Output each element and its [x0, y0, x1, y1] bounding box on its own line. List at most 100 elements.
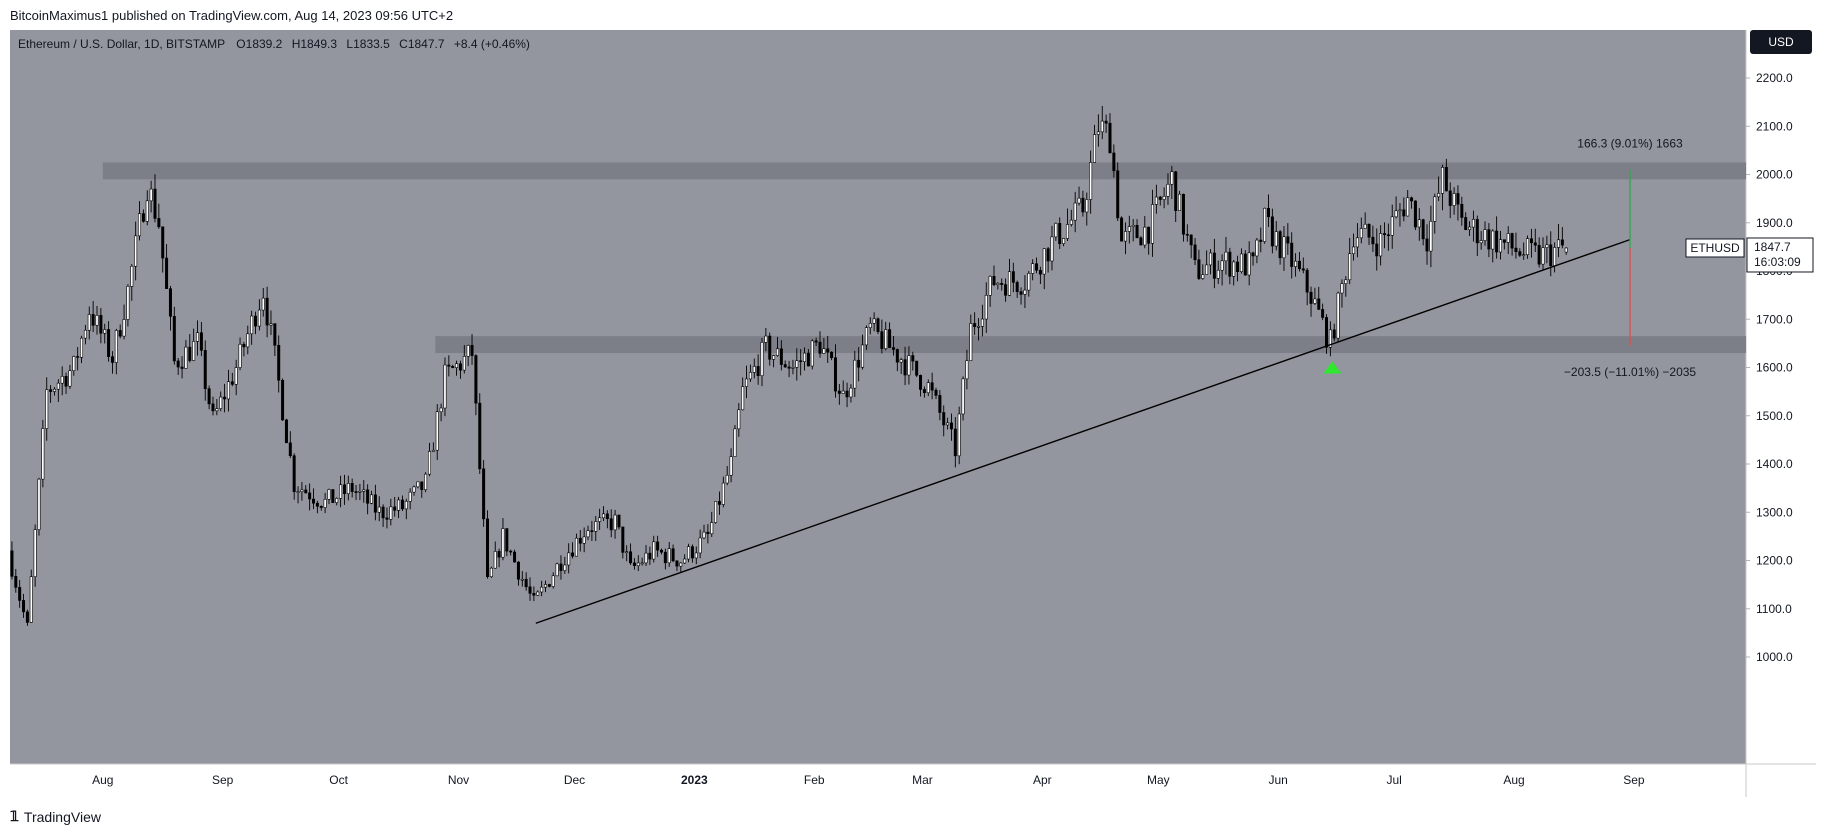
candle-body-up: [1398, 209, 1402, 212]
candle-body-down: [922, 389, 926, 394]
candle-body-up: [694, 552, 698, 559]
ascending-trendline[interactable]: [535, 238, 1631, 624]
candle: [1413, 200, 1417, 231]
candle-body-up: [1247, 252, 1251, 276]
candle-body-up: [87, 314, 91, 331]
candle-body-up: [725, 474, 729, 484]
candle-body-up: [540, 586, 544, 593]
candle-body-down: [22, 600, 26, 613]
candle-body-up: [145, 200, 149, 222]
candle: [22, 593, 26, 618]
currency-button-label[interactable]: USD: [1768, 35, 1794, 49]
candle-body-down: [478, 402, 482, 470]
candle: [323, 492, 327, 514]
candle-body-down: [663, 551, 667, 564]
candle: [145, 190, 149, 226]
candle: [455, 360, 459, 376]
candle: [895, 348, 899, 372]
candle-body-up: [698, 537, 702, 554]
candle-body-down: [312, 498, 316, 504]
horizontal-zone-1[interactable]: [102, 162, 1747, 180]
candle-body-up: [795, 360, 799, 368]
candle: [72, 355, 76, 376]
candle-body-down: [1444, 167, 1448, 192]
candle-body-up: [772, 355, 776, 360]
y-tick-label: 2200.0: [1756, 71, 1793, 85]
candle-body-up: [130, 265, 134, 287]
candle-body-up: [1564, 247, 1568, 253]
candle-body-up: [1437, 193, 1441, 198]
candle-body-up: [428, 451, 431, 475]
candle-body-up: [80, 337, 84, 358]
candle-body-up: [644, 552, 648, 564]
candle-body-up: [1313, 298, 1317, 304]
candle: [760, 338, 764, 387]
candle: [1402, 197, 1406, 222]
candle-body-down: [814, 340, 818, 343]
candle: [1437, 176, 1441, 202]
candle-body-down: [497, 551, 501, 558]
candle-body-down: [1549, 244, 1553, 266]
candle: [83, 324, 87, 345]
candle-body-down: [176, 360, 180, 368]
candle: [389, 498, 393, 526]
candle: [172, 306, 176, 365]
y-tick-label: 1500.0: [1756, 409, 1793, 423]
candle: [1197, 249, 1201, 280]
candle: [1247, 241, 1251, 286]
candle: [296, 486, 300, 504]
candle-body-down: [1367, 223, 1371, 238]
candle: [528, 577, 532, 601]
candle: [513, 549, 517, 563]
candle-body-down: [350, 483, 354, 492]
candle-body-down: [830, 351, 834, 358]
candle: [60, 366, 64, 396]
candle-body-up: [737, 409, 741, 430]
candle-body-up: [977, 326, 981, 328]
price-axis[interactable]: 2200.02100.02000.01900.01800.01700.01600…: [1746, 71, 1793, 664]
candle-body-down: [547, 584, 551, 587]
candle-body-down: [292, 455, 296, 493]
candle: [1151, 189, 1155, 257]
candle-body-up: [961, 378, 965, 415]
candle: [33, 524, 37, 587]
candle-body-down: [366, 489, 370, 504]
candle-body-up: [1131, 224, 1135, 227]
candle: [412, 485, 416, 496]
candle-body-up: [1282, 236, 1286, 259]
candle-body-down: [992, 275, 996, 286]
candle: [571, 542, 575, 559]
candle-body-up: [149, 188, 153, 202]
candle-body-down: [141, 213, 145, 222]
x-tick-label: Nov: [448, 773, 469, 787]
candle: [157, 203, 161, 229]
candle: [1556, 223, 1560, 258]
currency-button-bg[interactable]: [1750, 30, 1812, 54]
candle-body-down: [1278, 231, 1282, 259]
candle-body-down: [605, 513, 609, 520]
candle-body-down: [833, 357, 837, 392]
candle: [675, 560, 679, 572]
candle-body-up: [1220, 260, 1224, 271]
candle-body-down: [609, 518, 613, 531]
time-axis[interactable]: Aug Sep Oct Nov Dec 2023 Feb Mar Apr May Jun Jul Aug…: [92, 773, 1645, 787]
candle: [1046, 246, 1050, 273]
candle-body-down: [308, 492, 312, 500]
candle-body-up: [543, 584, 547, 588]
horizontal-zone-2[interactable]: [435, 336, 1746, 354]
candle-body-down: [199, 332, 203, 351]
symbol-tag-bg: [1685, 238, 1745, 258]
candle: [1456, 185, 1460, 221]
candle-body-up: [296, 491, 300, 493]
candle-body-up: [1166, 183, 1170, 197]
x-tick-label: Apr: [1033, 773, 1052, 787]
candle: [861, 334, 865, 370]
candle-body-up: [745, 378, 749, 387]
candle: [138, 201, 142, 241]
candle: [161, 226, 165, 273]
candle-body-down: [938, 395, 942, 413]
candle: [841, 380, 845, 394]
price-chart[interactable]: 166.3 (9.01%) 1663 −203.5 (−11.01%) −203…: [10, 30, 1816, 797]
currency-button[interactable]: USD: [1750, 30, 1812, 54]
candle-body-up: [1209, 252, 1213, 266]
